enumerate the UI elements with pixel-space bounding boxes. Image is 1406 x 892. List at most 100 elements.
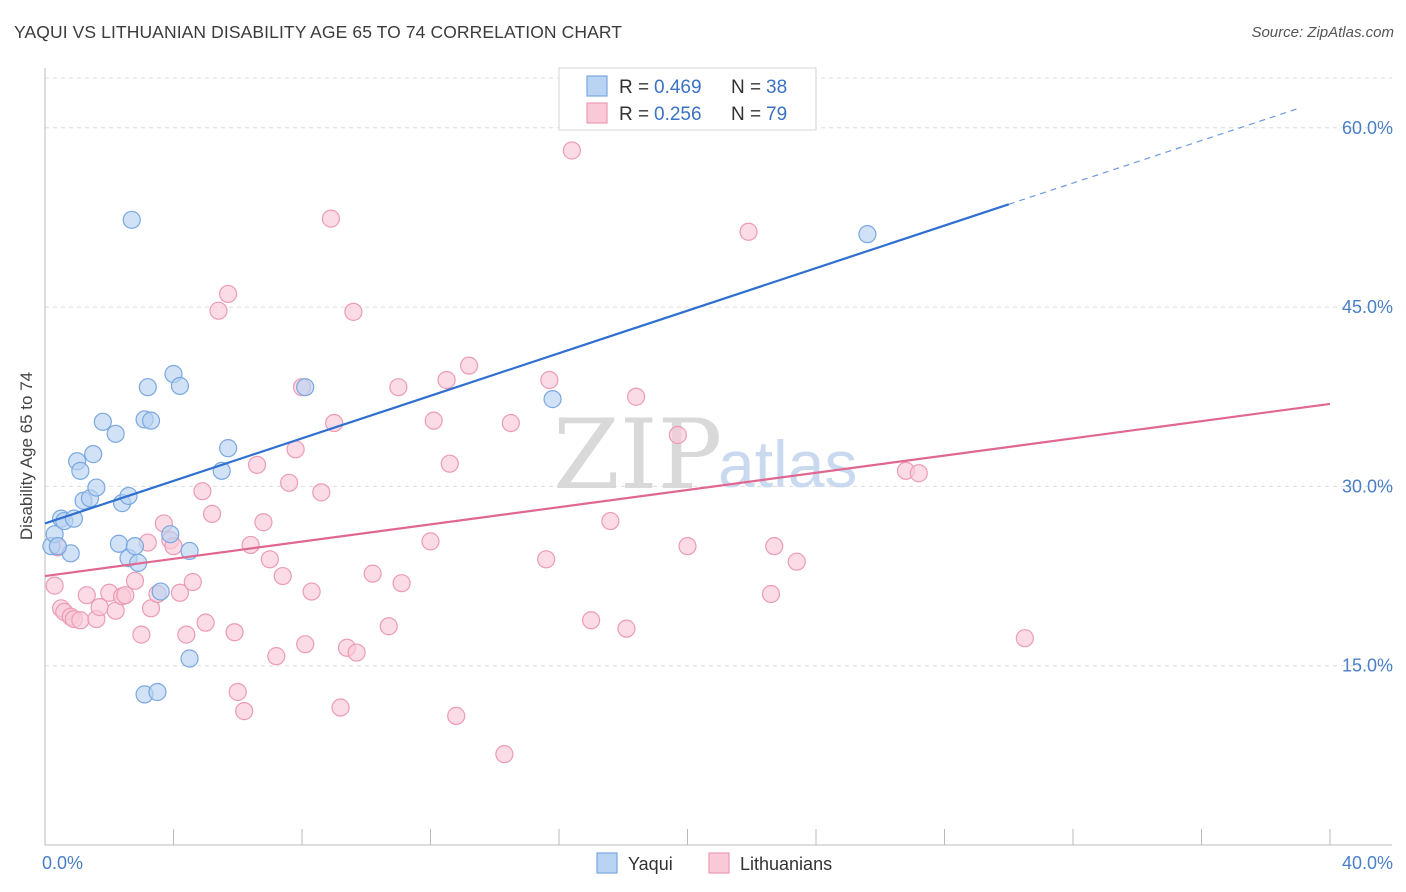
points-layer [42,141,1034,764]
yaqui-point [87,478,106,497]
lithuanians-point [389,378,408,397]
lithuanians-point [787,552,806,571]
watermark: ZIP atlas [553,399,857,511]
lithuanians-point [582,611,601,630]
yaqui-point [543,390,562,409]
yaqui-point [48,537,67,556]
lithuanians-point [562,141,581,160]
lithuanians-point [739,222,758,241]
lithuanians-point [601,511,620,531]
x-tick-label: 0.0% [42,853,83,873]
lithuanians-point [254,513,273,532]
legend-r-label-yaqui: R = [619,77,649,98]
lithuanians-point [247,455,267,474]
x-tick-label: 40.0% [1342,853,1393,873]
lithuanians-point [678,537,697,556]
lithuanians-point [90,598,109,617]
lithuanians-point [392,574,411,593]
bottom-legend-swatch-lithuanians [708,852,730,874]
lithuanians-point [296,635,315,654]
yaqui-point [122,210,141,229]
y-tick-label: 45.0% [1342,297,1393,317]
chart-title: YAQUI VS LITHUANIAN DISABILITY AGE 65 TO… [14,22,623,42]
lithuanians-point [273,566,292,586]
lithuanians-point [183,572,202,592]
yaqui-point [148,682,167,702]
top-legend: R = 0.469 N = 38 R = 0.256 N = 79 [558,67,817,131]
lithuanians-point [132,625,151,644]
lithuanians-point [116,586,135,605]
legend-n-label-lithuanians: N = [731,104,761,125]
legend-r-label-lithuanians: R = [619,104,649,125]
lithuanians-point [225,623,244,642]
lithuanians-point [219,284,238,304]
lithuanians-point [331,698,350,717]
lithuanians-point [228,682,247,702]
lithuanians-point [540,370,559,390]
lithuanians-point [363,564,382,583]
y-tick-label: 30.0% [1342,476,1393,496]
lithuanians-point [321,209,341,228]
lithuanians-point [202,504,222,523]
yaqui-point [71,461,90,480]
lithuanians-point [379,617,398,636]
bottom-legend-swatch-yaqui [596,852,618,874]
yaqui-point [161,525,180,544]
bottom-legend-label-yaqui: Yaqui [628,854,673,874]
lithuanians-point [617,619,636,638]
legend-n-value-lithuanians: 79 [766,104,787,125]
lithuanians-point [280,473,299,492]
yaqui-trend-extension [1008,108,1299,205]
lithuanians-point [1015,629,1034,648]
yaqui-point [138,378,157,397]
legend-swatch-lithuanians [586,102,608,124]
lithuanians-point [260,550,279,569]
yaqui-point [151,582,170,601]
lithuanians-point [241,535,260,555]
lithuanians-trend-line [44,402,1331,578]
lithuanians-point [447,706,466,725]
lithuanians-point [170,583,190,602]
bottom-legend-label-lithuanians: Lithuanians [740,854,832,874]
watermark-atlas: atlas [718,427,857,501]
y-tick-label: 60.0% [1342,118,1393,138]
lithuanians-point [440,454,459,473]
legend-r-value-yaqui: 0.469 [654,77,702,98]
y-axis-title: Disability Age 65 to 74 [17,372,36,540]
lithuanians-point [235,702,254,721]
lithuanians-point [668,425,687,445]
yaqui-point [858,225,877,244]
legend-n-label-yaqui: N = [731,77,761,98]
yaqui-point [296,378,315,397]
lithuanians-point [761,584,781,604]
lithuanians-point [312,483,331,502]
lithuanians-point [765,537,784,556]
lithuanians-point [344,302,363,321]
labels-layer: 15.0% 30.0% 45.0% 60.0% 0.0% 40.0% Disability … [17,118,1393,873]
trend-layer [44,108,1331,578]
legend-swatch-yaqui [586,75,608,97]
lithuanians-point [267,647,286,666]
lithuanians-point [347,643,366,662]
lithuanians-point [193,482,212,501]
lithuanians-point [77,586,96,605]
lithuanians-point [459,356,479,375]
yaqui-point [219,439,238,458]
y-tick-label: 15.0% [1342,656,1393,676]
lithuanians-point [501,413,520,433]
yaqui-point [170,376,190,396]
lithuanians-point [177,625,196,644]
lithuanians-point [302,582,321,601]
lithuanians-point [45,576,64,595]
lithuanians-point [125,571,145,590]
lithuanians-point [196,613,215,632]
legend-r-value-lithuanians: 0.256 [654,104,702,125]
yaqui-point [180,649,199,668]
bottom-legend: Yaqui Lithuanians [596,852,832,874]
yaqui-point [125,537,145,556]
yaqui-point [109,534,128,553]
lithuanians-point [71,611,90,630]
lithuanians-point [626,387,646,406]
lithuanians-point [909,464,928,483]
